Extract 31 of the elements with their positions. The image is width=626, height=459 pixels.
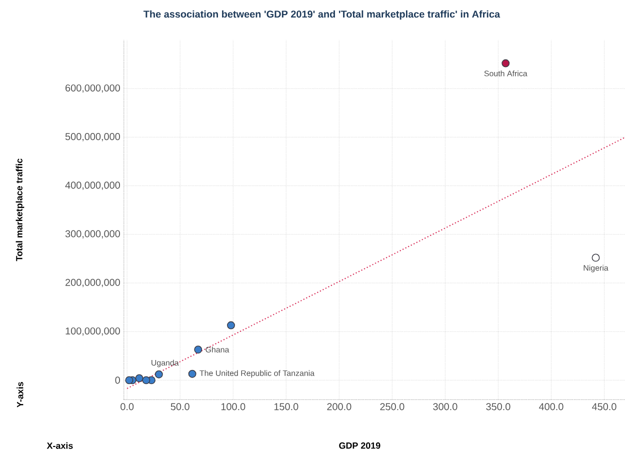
x-tick-label: 150.0 bbox=[274, 403, 298, 410]
x-tick-label: 50.0 bbox=[170, 403, 190, 410]
x-tick-label: 0.0 bbox=[120, 403, 134, 410]
point bbox=[188, 370, 196, 378]
x-tick-label: 300.0 bbox=[433, 403, 458, 410]
x-tick-label: 250.0 bbox=[380, 403, 404, 410]
point bbox=[227, 321, 235, 330]
point bbox=[142, 376, 150, 384]
x-tick-label: 450.0 bbox=[592, 403, 616, 410]
y-tick-label: 300,000,000 bbox=[65, 230, 120, 239]
x-tick-label: 100.0 bbox=[221, 403, 246, 410]
y-tick-label: 600,000,000 bbox=[66, 84, 120, 93]
point bbox=[125, 376, 134, 384]
y-tick-label: 100,000,000 bbox=[66, 328, 120, 336]
text: Y-axis bbox=[16, 382, 24, 408]
point bbox=[592, 254, 600, 262]
y-tick-label: 200,000,000 bbox=[66, 279, 120, 288]
y-tick-label: 0 bbox=[115, 376, 120, 384]
y-tick-label: 400,000,000 bbox=[65, 182, 120, 190]
point bbox=[194, 346, 202, 354]
x-tick-label: 400.0 bbox=[539, 403, 564, 410]
y-axis-title: Total marketplace traffic bbox=[16, 158, 24, 262]
point bbox=[502, 60, 510, 68]
x-axis-title: GDP 2019 bbox=[339, 442, 380, 449]
x-tick-label: 350.0 bbox=[486, 403, 510, 410]
text: X-axis bbox=[46, 442, 73, 450]
x-tick-label: 200.0 bbox=[327, 403, 352, 410]
point bbox=[135, 374, 144, 382]
chart-title: The association between 'GDP 2019' and 'Total marketplace traffic' in Africa bbox=[143, 10, 500, 20]
y-tick-label: 500,000,000 bbox=[65, 133, 120, 142]
point bbox=[154, 370, 163, 379]
